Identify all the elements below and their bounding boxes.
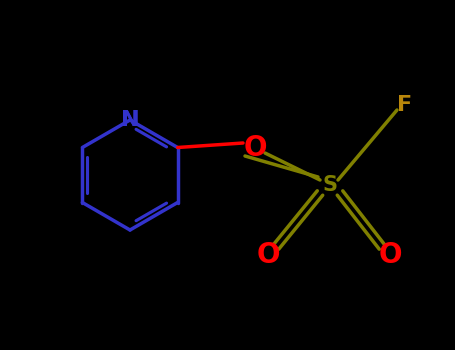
Text: O: O (256, 241, 280, 269)
Text: N: N (121, 110, 139, 130)
Text: F: F (397, 95, 413, 115)
Text: S: S (323, 175, 338, 195)
Text: N: N (121, 110, 139, 130)
Text: O: O (378, 241, 402, 269)
Text: O: O (243, 134, 267, 162)
